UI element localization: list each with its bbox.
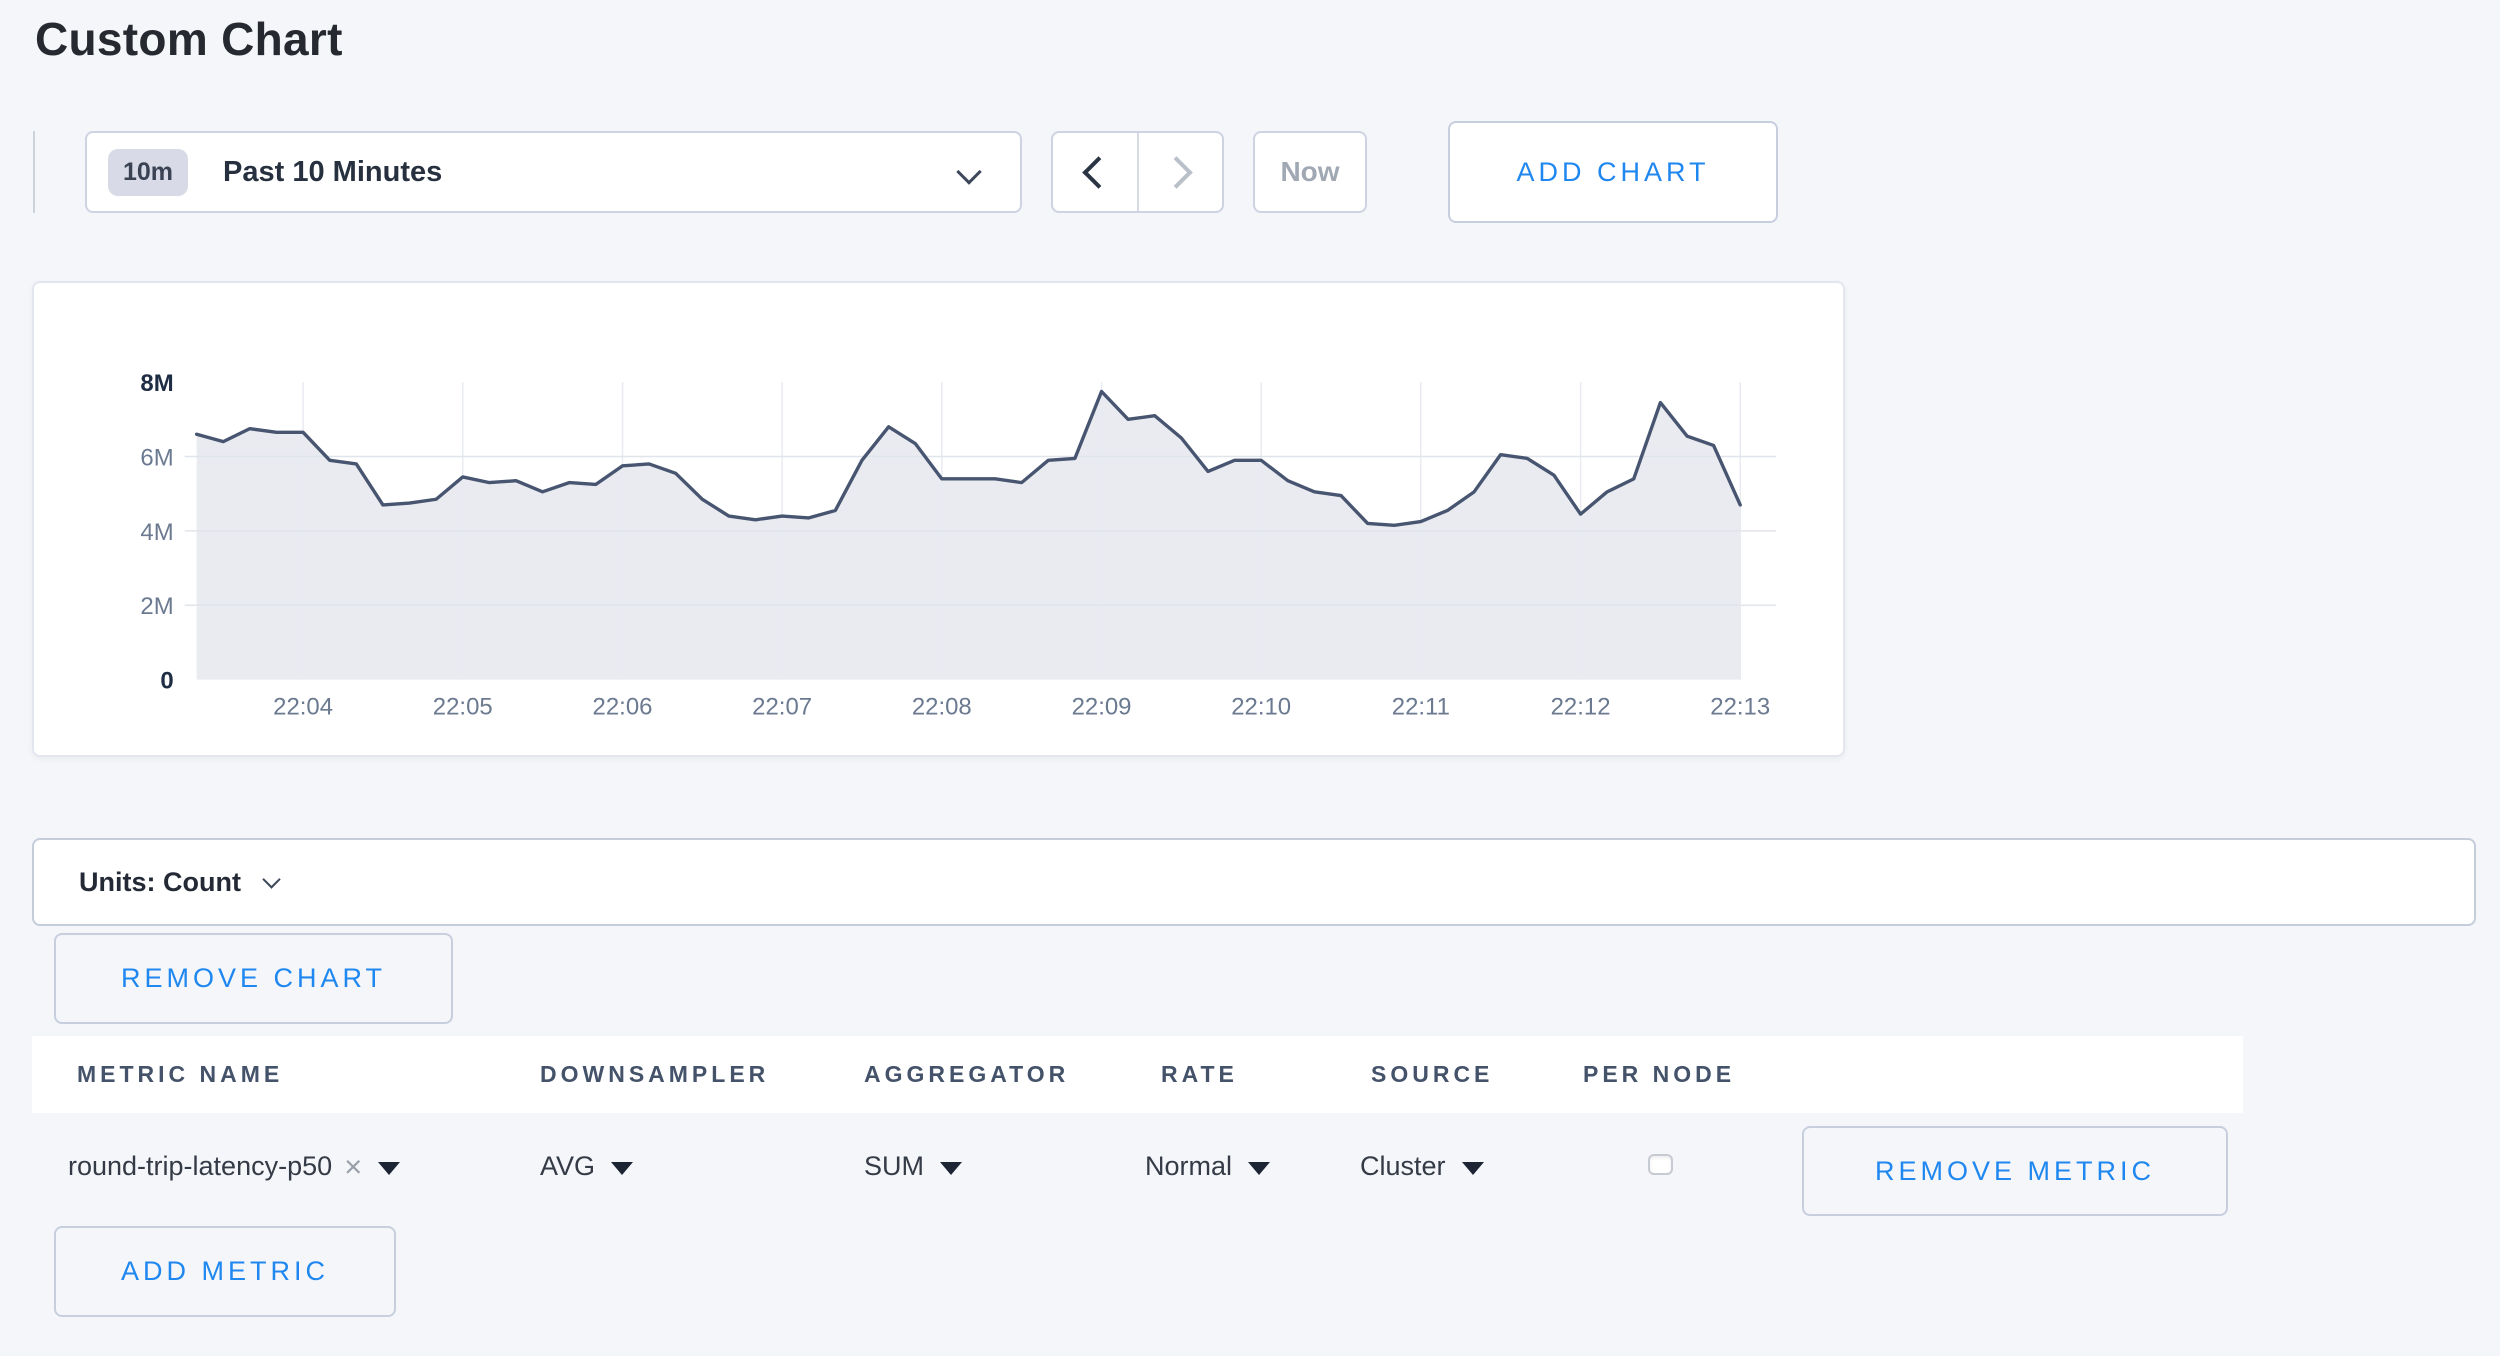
- col-header-downsampler: DOWNSAMPLER: [540, 1061, 770, 1087]
- caret-down-icon: [1248, 1162, 1271, 1175]
- metrics-table-header: METRIC NAME DOWNSAMPLER AGGREGATOR RATE …: [32, 1036, 2243, 1113]
- y-axis-tick-label: 2M: [140, 593, 173, 620]
- downsampler-select[interactable]: AVG: [540, 1113, 634, 1220]
- x-axis-tick-label: 22:04: [273, 693, 333, 720]
- col-header-rate: RATE: [1161, 1061, 1238, 1087]
- add-chart-button[interactable]: ADD CHART: [1448, 121, 1778, 223]
- x-axis-tick-label: 22:10: [1231, 693, 1291, 720]
- time-range-label: Past 10 Minutes: [223, 155, 443, 188]
- y-axis-tick-label: 6M: [140, 445, 173, 472]
- chart-area-fill: [196, 391, 1741, 680]
- add-metric-button[interactable]: ADD METRIC: [54, 1226, 396, 1317]
- next-interval-button[interactable]: [1136, 133, 1223, 211]
- aggregator-select[interactable]: SUM: [864, 1113, 962, 1220]
- units-select[interactable]: Units: Count: [32, 838, 2476, 926]
- rate-select[interactable]: Normal: [1145, 1113, 1271, 1220]
- prev-interval-button[interactable]: [1053, 133, 1137, 211]
- remove-chart-button[interactable]: REMOVE CHART: [54, 933, 453, 1024]
- col-header-metric-name: METRIC NAME: [77, 1061, 284, 1087]
- toolbar-divider: [33, 131, 35, 213]
- chevron-right-icon: [1159, 155, 1193, 189]
- chevron-left-icon: [1082, 155, 1116, 189]
- col-header-per-node: PER NODE: [1583, 1061, 1736, 1087]
- y-axis-tick-label: 4M: [140, 519, 173, 546]
- col-header-aggregator: AGGREGATOR: [864, 1061, 1070, 1087]
- x-axis-tick-label: 22:13: [1710, 693, 1770, 720]
- x-axis-tick-label: 22:09: [1072, 693, 1132, 720]
- downsampler-value: AVG: [540, 1151, 596, 1181]
- aggregator-value: SUM: [864, 1151, 924, 1181]
- caret-down-icon: [611, 1162, 634, 1175]
- time-range-select[interactable]: 10m Past 10 Minutes: [85, 131, 1022, 213]
- rate-value: Normal: [1145, 1151, 1233, 1181]
- page-title: Custom Chart: [35, 13, 343, 65]
- x-axis-tick-label: 22:11: [1392, 693, 1450, 720]
- y-axis-tick-label: 0: [160, 668, 173, 695]
- caret-down-icon: [940, 1162, 962, 1175]
- metric-name-value: round-trip-latency-p50: [68, 1151, 333, 1181]
- remove-metric-button[interactable]: REMOVE METRIC: [1802, 1126, 2228, 1216]
- x-axis-tick-label: 22:08: [912, 693, 972, 720]
- chart-card: 0 2M 4M 6M 8M 22:04 22:05 22:06 22:07 22:08 22:09…: [32, 281, 1845, 757]
- x-axis-tick-label: 22:07: [752, 693, 812, 720]
- source-value: Cluster: [1360, 1151, 1446, 1181]
- source-select[interactable]: Cluster: [1360, 1113, 1484, 1220]
- chevron-down-icon: [262, 869, 281, 889]
- time-pager: [1051, 131, 1224, 213]
- metric-chart: 0 2M 4M 6M 8M 22:04 22:05 22:06 22:07 22:08 22:09…: [140, 370, 1777, 720]
- col-header-source: SOURCE: [1371, 1061, 1494, 1087]
- x-axis-tick-label: 22:06: [593, 693, 653, 720]
- units-label: Units: Count: [79, 866, 241, 897]
- x-axis-tick-label: 22:05: [433, 693, 493, 720]
- metric-row: round-trip-latency-p50 × AVG SUM Normal …: [32, 1113, 2243, 1220]
- x-axis-tick-label: 22:12: [1551, 693, 1611, 720]
- metric-name-select[interactable]: round-trip-latency-p50 ×: [68, 1113, 401, 1220]
- per-node-checkbox[interactable]: [1648, 1154, 1673, 1175]
- chevron-down-icon: [956, 159, 982, 185]
- chart-line: [194, 389, 1742, 528]
- time-range-badge: 10m: [108, 148, 189, 196]
- chart-x-axis-labels: 22:04 22:05 22:06 22:07 22:08 22:09 22:10 22:11…: [273, 693, 1770, 720]
- caret-down-icon: [378, 1162, 401, 1175]
- remove-metric-tag-icon[interactable]: ×: [344, 1149, 363, 1184]
- y-axis-tick-label: 8M: [140, 370, 173, 397]
- caret-down-icon: [1461, 1162, 1484, 1175]
- chart-y-axis-labels: 0 2M 4M 6M 8M: [140, 370, 173, 694]
- now-button[interactable]: Now: [1253, 131, 1367, 213]
